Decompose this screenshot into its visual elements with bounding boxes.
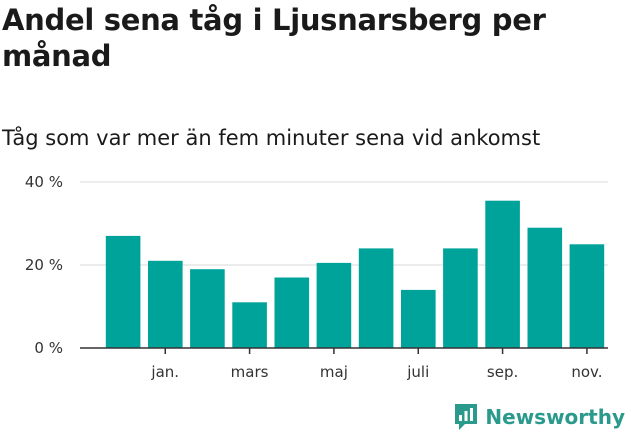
bar — [316, 262, 352, 348]
y-tick-label: 20 % — [25, 256, 63, 274]
x-tick-label: sep. — [487, 363, 518, 381]
y-axis-labels: 0 % 20 % 40 % — [25, 173, 63, 357]
bar — [358, 248, 394, 348]
x-tick-label: mars — [231, 363, 269, 381]
chart-subtitle: Tåg som var mer än fem minuter sena vid … — [2, 126, 541, 150]
newsworthy-icon — [455, 404, 478, 430]
bar — [190, 269, 225, 348]
y-tick-label: 40 % — [25, 173, 63, 191]
bar — [105, 235, 141, 348]
bar — [401, 289, 436, 348]
x-tick-label: nov. — [571, 363, 602, 381]
x-tick-label: juli — [406, 363, 429, 381]
bar — [148, 260, 183, 348]
brand-name: Newsworthy — [485, 405, 625, 429]
bar — [232, 302, 267, 348]
bars — [105, 200, 605, 349]
bar — [443, 248, 478, 348]
bar-chart: 0 % 20 % 40 % jan. mars maj juli sep. nov. — [25, 173, 608, 381]
newsworthy-logo: Newsworthy — [453, 399, 625, 435]
x-tick-label: maj — [320, 363, 348, 381]
bar — [274, 277, 310, 348]
bar — [527, 227, 563, 348]
x-tick-label: jan. — [150, 363, 179, 381]
y-tick-label: 0 % — [34, 339, 63, 357]
x-axis-labels: jan. mars maj juli sep. nov. — [150, 348, 603, 381]
chart-title: Andel sena tåg i Ljusnarsberg per månad — [2, 3, 546, 73]
bar — [485, 200, 520, 348]
bar — [569, 244, 605, 349]
